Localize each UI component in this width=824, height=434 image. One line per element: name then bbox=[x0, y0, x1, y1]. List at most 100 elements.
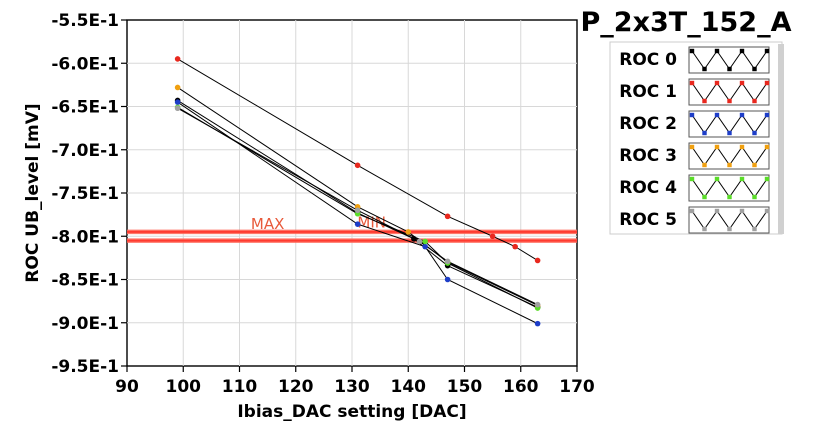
data-point-roc-1 bbox=[174, 56, 181, 62]
chart-title: P_2x3T_152_A bbox=[581, 7, 792, 38]
legend-marker-roc-0 bbox=[752, 66, 757, 72]
legend-marker-roc-4 bbox=[702, 194, 707, 200]
legend-marker-roc-0 bbox=[702, 66, 707, 72]
legend-marker-roc-3 bbox=[702, 162, 707, 168]
grid bbox=[121, 19, 578, 372]
x-tick-label: 110 bbox=[222, 377, 258, 397]
legend-marker-roc-5 bbox=[714, 208, 720, 214]
data-point-roc-5 bbox=[354, 207, 361, 214]
legend-label-roc-4: ROC 4 bbox=[619, 178, 677, 198]
legend-marker-roc-5 bbox=[702, 226, 707, 232]
data-point-roc-3 bbox=[405, 229, 412, 235]
legend-marker-roc-3 bbox=[764, 144, 770, 150]
y-axis-ticks: -5.5E-1 -6.0E-1 -6.5E-1 -7.0E-1 -7.5E-1 -8.0E… bbox=[51, 11, 119, 377]
data-point-roc-2 bbox=[354, 221, 361, 227]
legend-marker-roc-3 bbox=[739, 144, 745, 150]
legend-marker-roc-1 bbox=[764, 80, 770, 86]
y-tick-label: -9.0E-1 bbox=[51, 314, 119, 334]
x-tick-label: 100 bbox=[166, 377, 202, 397]
data-point-roc-1 bbox=[512, 243, 518, 250]
legend-marker-roc-4 bbox=[752, 194, 757, 200]
x-axis-ticks: 90 100 110 120 130 140 150 160 170 bbox=[115, 377, 595, 397]
legend-shadow bbox=[778, 44, 784, 234]
legend-marker-roc-1 bbox=[689, 80, 695, 86]
y-tick-label: -6.0E-1 bbox=[51, 54, 119, 74]
y-tick-label: -5.5E-1 bbox=[51, 11, 119, 31]
data-point-roc-5 bbox=[416, 238, 423, 245]
legend-marker-roc-4 bbox=[727, 194, 732, 200]
x-tick-label: 130 bbox=[334, 377, 370, 397]
legend: ROC 0 ROC 1 ROC 2 ROC 3 ROC 4 ROC 5 bbox=[619, 46, 770, 234]
legend-marker-roc-0 bbox=[739, 48, 745, 54]
legend-marker-roc-1 bbox=[739, 80, 745, 86]
data-point-roc-2 bbox=[534, 320, 541, 327]
legend-marker-roc-5 bbox=[752, 226, 757, 232]
legend-label-roc-1: ROC 1 bbox=[619, 82, 677, 102]
legend-marker-roc-1 bbox=[752, 98, 757, 104]
legend-marker-roc-1 bbox=[702, 98, 707, 104]
legend-marker-roc-4 bbox=[764, 176, 770, 182]
legend-label-roc-5: ROC 5 bbox=[619, 210, 677, 230]
legend-marker-roc-5 bbox=[739, 208, 745, 214]
legend-marker-roc-1 bbox=[727, 98, 732, 104]
legend-marker-roc-5 bbox=[727, 226, 732, 232]
y-tick-label: -8.0E-1 bbox=[51, 227, 119, 247]
y-axis-label: ROC UB_level [mV] bbox=[23, 103, 43, 282]
data-point-roc-1 bbox=[489, 233, 496, 240]
x-tick-label: 170 bbox=[559, 377, 595, 397]
legend-marker-roc-3 bbox=[714, 144, 720, 150]
x-axis-label: Ibias_DAC setting [DAC] bbox=[237, 402, 466, 422]
x-tick-label: 150 bbox=[447, 377, 483, 397]
data-point-roc-5 bbox=[444, 258, 451, 265]
data-point-roc-2 bbox=[174, 99, 181, 105]
legend-marker-roc-4 bbox=[739, 176, 745, 182]
legend-marker-roc-2 bbox=[702, 130, 707, 136]
legend-marker-roc-2 bbox=[764, 112, 770, 118]
data-point-roc-0 bbox=[411, 236, 417, 242]
legend-box bbox=[609, 41, 783, 235]
legend-marker-roc-2 bbox=[752, 130, 757, 136]
data-point-roc-4 bbox=[422, 238, 428, 245]
data-point-roc-3 bbox=[174, 84, 181, 91]
x-tick-label: 160 bbox=[503, 377, 539, 397]
x-tick-label: 120 bbox=[278, 377, 314, 397]
legend-label-roc-0: ROC 0 bbox=[619, 50, 677, 70]
x-tick-label: 140 bbox=[391, 377, 427, 397]
data-point-roc-1 bbox=[534, 257, 541, 264]
legend-label-roc-2: ROC 2 bbox=[619, 114, 677, 134]
series-line-roc-1 bbox=[177, 58, 538, 261]
data-point-roc-5 bbox=[174, 105, 181, 112]
legend-marker-roc-5 bbox=[764, 208, 770, 214]
legend-marker-roc-3 bbox=[752, 162, 757, 168]
data-point-roc-2 bbox=[422, 243, 428, 250]
y-tick-label: -6.5E-1 bbox=[51, 98, 119, 118]
limit-label-min: MIN bbox=[357, 214, 386, 232]
y-tick-label: -7.0E-1 bbox=[51, 141, 119, 161]
data-point-roc-5 bbox=[534, 301, 541, 308]
y-tick-label: -8.5E-1 bbox=[51, 271, 119, 291]
y-tick-label: -9.5E-1 bbox=[51, 357, 119, 377]
x-tick-label: 90 bbox=[115, 377, 139, 397]
data-point-roc-2 bbox=[444, 276, 451, 283]
data-point-roc-1 bbox=[444, 213, 451, 220]
legend-marker-roc-2 bbox=[739, 112, 745, 118]
legend-marker-roc-2 bbox=[689, 112, 695, 118]
legend-marker-roc-0 bbox=[689, 48, 695, 54]
legend-label-roc-3: ROC 3 bbox=[619, 146, 677, 166]
legend-marker-roc-4 bbox=[714, 176, 720, 182]
legend-marker-roc-1 bbox=[714, 80, 720, 86]
legend-marker-roc-0 bbox=[727, 66, 732, 72]
data-series bbox=[174, 56, 541, 327]
legend-marker-roc-0 bbox=[764, 48, 770, 54]
legend-marker-roc-2 bbox=[727, 130, 732, 136]
legend-marker-roc-0 bbox=[714, 48, 720, 54]
legend-marker-roc-3 bbox=[689, 144, 695, 150]
y-tick-label: -7.5E-1 bbox=[51, 184, 119, 204]
legend-marker-roc-2 bbox=[714, 112, 720, 118]
legend-marker-roc-3 bbox=[727, 162, 732, 168]
legend-marker-roc-5 bbox=[689, 208, 695, 214]
data-point-roc-1 bbox=[354, 162, 361, 169]
legend-marker-roc-4 bbox=[689, 176, 695, 182]
limit-label-max: MAX bbox=[251, 215, 284, 233]
